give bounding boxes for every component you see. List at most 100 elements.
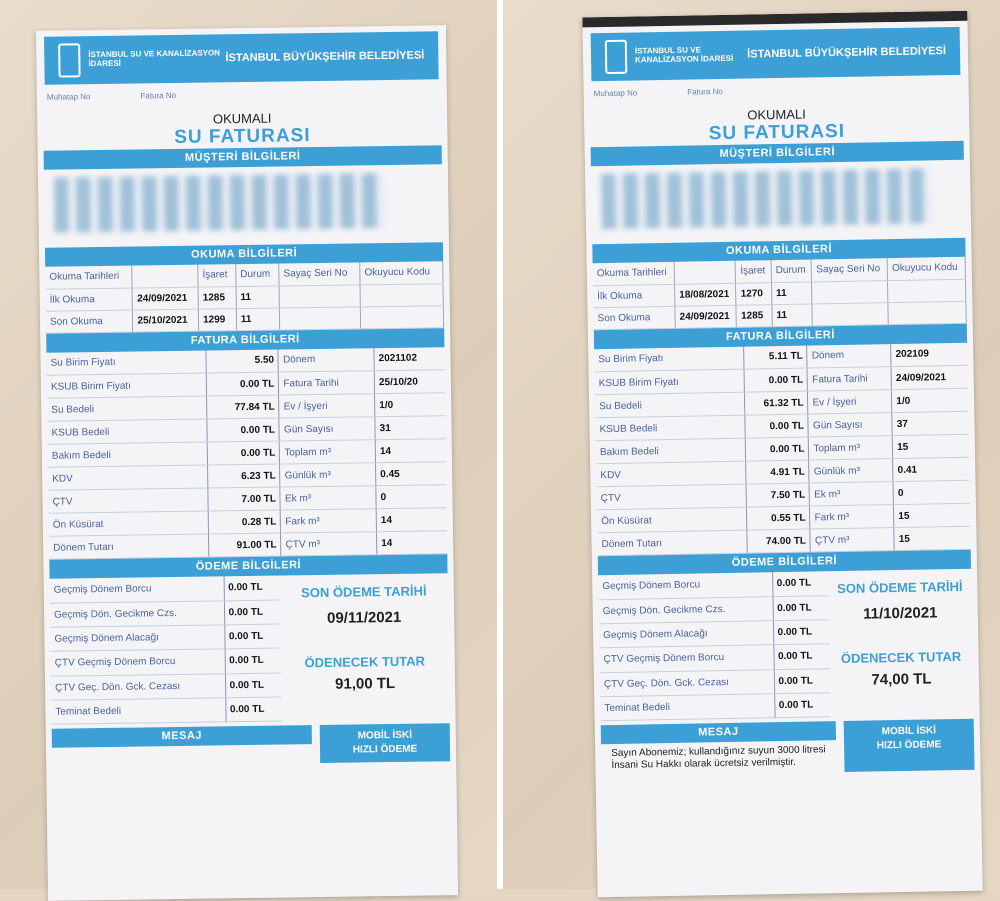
reading-cell: İlk Okuma	[593, 283, 675, 308]
invoice-value: 0.00 TL	[206, 441, 280, 466]
payment-value: 0.00 TL	[224, 648, 281, 674]
invoice-value-2: 31	[374, 415, 446, 440]
invoice-value-2: 15	[894, 526, 971, 551]
invoice-value: 7.00 TL	[207, 487, 281, 512]
invoice-value-2: 2021102	[373, 346, 445, 371]
ibb-name: İSTANBUL BÜYÜKŞEHİR BELEDİYESİ	[747, 45, 947, 61]
invoice-value-2: 0.45	[375, 461, 447, 486]
amount-due: 91,00 TL	[334, 674, 396, 693]
payment-value: 0.00 TL	[225, 696, 282, 722]
bottom-section: MESAJ Sayın Abonemiz; kullandığınız suyun…	[600, 718, 975, 777]
invoice-label: Ön Küsürat	[48, 511, 209, 537]
invoice-value-2: 15	[892, 434, 970, 459]
amount-due-label: ÖDENECEK TUTAR	[840, 648, 962, 667]
payment-value: 0.00 TL	[772, 619, 830, 645]
org-name: İSTANBUL SU VE KANALİZASYON İDARESİ	[634, 45, 734, 65]
invoice-value: 4.91 TL	[745, 460, 810, 485]
reading-cell	[811, 280, 889, 304]
customer-info-redacted	[591, 160, 965, 244]
invoice-label-2: Dönem	[278, 347, 375, 373]
reading-cell: 1270	[735, 282, 772, 305]
reading-cell: 11	[235, 285, 280, 309]
bill-header: İSTANBUL SU VE KANALİZASYON İDARESİ İSTA…	[44, 31, 439, 85]
reading-header	[674, 260, 736, 284]
bottom-section: MESAJ MOBİL İSKİ HIZLI ÖDEME	[51, 723, 451, 767]
reading-header: Okuma Tarihleri	[592, 261, 675, 286]
invoice-label: Su Bedeli	[47, 396, 207, 422]
invoice-value: 0.55 TL	[746, 506, 811, 531]
account-line: Muhatap No Fatura No	[37, 79, 447, 110]
reading-cell	[279, 284, 361, 308]
mobile-quick-pay-button[interactable]: MOBİL İSKİ HIZLI ÖDEME	[319, 723, 451, 764]
mobile-quick-pay-button[interactable]: MOBİL İSKİ HIZLI ÖDEME	[843, 718, 975, 772]
invoice-label: KDV	[48, 465, 208, 491]
payment-value: 0.00 TL	[224, 672, 282, 698]
muhatap-label: Muhatap No	[46, 92, 91, 102]
customer-info-redacted	[44, 164, 443, 248]
invoice-value-2: 1/0	[374, 392, 446, 417]
reading-cell: 11	[236, 307, 280, 331]
hizli-odeme-label: HIZLI ÖDEME	[352, 743, 418, 756]
payment-table: Geçmiş Dönem Borcu 0.00 TL Geçmiş Dön. Gec…	[49, 575, 282, 725]
payment-summary: SON ÖDEME TARİHİ 09/11/2021 ÖDENECEK TUTA…	[280, 573, 450, 721]
invoice-label-2: Gün Sayısı	[279, 416, 376, 442]
invoice-value-2: 25/10/20	[374, 369, 446, 394]
payment-label: Geçmiş Dönem Borcu	[49, 576, 224, 604]
payment-label: Geçmiş Dönem Borcu	[598, 572, 773, 600]
invoice-label: Bakım Bedeli	[47, 442, 208, 468]
invoice-value-2: 0	[375, 484, 447, 509]
invoice-value: 7.50 TL	[745, 483, 810, 508]
water-bill-right: İSTANBUL SU VE KANALİZASYON İDARESİ İSTA…	[582, 10, 983, 898]
reading-cell	[279, 306, 361, 330]
invoice-value: 0.00 TL	[744, 414, 809, 439]
payment-row: Geçmiş Dön. Gecikme Czs. 0.00 TL	[49, 599, 281, 628]
invoice-value-2: 24/09/2021	[891, 365, 968, 390]
invoice-value: 0.00 TL	[744, 437, 810, 462]
invoice-value-2: 0	[893, 480, 970, 505]
invoice-table: Su Birim Fiyatı 5.50 Dönem 2021102 KSUB …	[46, 346, 448, 560]
water-bill-left: İSTANBUL SU VE KANALİZASYON İDARESİ İSTA…	[35, 25, 459, 901]
reading-header: İşaret	[197, 264, 236, 287]
payment-value: 0.00 TL	[224, 624, 281, 650]
invoice-value: 77.84 TL	[206, 395, 280, 420]
invoice-value-2: 14	[375, 438, 447, 463]
invoice-value-2: 1/0	[891, 388, 969, 413]
invoice-label: ÇTV	[596, 484, 747, 510]
reading-cell	[360, 283, 444, 307]
invoice-label-2: ÇTV m³	[810, 527, 895, 553]
muhatap-label: Muhatap No	[593, 88, 638, 99]
invoice-label: KSUB Bedeli	[47, 419, 207, 445]
payment-summary: SON ÖDEME TARİHİ 11/10/2021 ÖDENECEK TUTA…	[828, 569, 974, 717]
invoice-label-2: Ev / İşyeri	[279, 393, 375, 419]
payment-label: Geçmiş Dön. Gecikme Czs.	[598, 596, 773, 624]
reading-header: Sayaç Seri No	[278, 262, 361, 286]
invoice-label-2: Fatura Tarihi	[278, 370, 375, 396]
invoice-label-2: Günlük m³	[279, 462, 376, 488]
bill-header: İSTANBUL SU VE KANALİZASYON İDARESİ İSTA…	[590, 26, 961, 82]
reading-cell: 1299	[198, 308, 237, 331]
payment-label: Geçmiş Dönem Alacağı	[598, 620, 774, 648]
payment-label: Geçmiş Dön. Gecikme Czs.	[49, 600, 225, 628]
invoice-value: 5.50	[205, 349, 279, 374]
reading-cell: İlk Okuma	[45, 287, 133, 311]
reading-cell	[887, 278, 966, 303]
payment-row: Teminat Bedeli 0.00 TL	[51, 696, 282, 725]
reading-header: Okuyucu Kodu	[359, 261, 444, 285]
payment-table: Geçmiş Dönem Borcu 0.00 TL Geçmiş Dön. Gec…	[598, 571, 831, 721]
reading-cell	[812, 302, 889, 326]
iski-logo	[604, 39, 628, 75]
payment-label: Teminat Bedeli	[600, 693, 775, 721]
reading-cell: 1285	[736, 304, 773, 327]
invoice-label-2: Toplam m³	[279, 439, 376, 465]
reading-cell: 11	[771, 303, 813, 327]
iski-logo	[58, 43, 81, 78]
invoice-value: 61.32 TL	[744, 391, 809, 416]
invoice-label-2: Günlük m³	[809, 458, 894, 484]
message-box: MESAJ Sayın Abonemiz; kullandığınız suyun…	[600, 721, 837, 776]
payment-value: 0.00 TL	[773, 643, 830, 670]
payment-label: ÇTV Geçmiş Dönem Borcu	[50, 649, 225, 676]
invoice-label: ÇTV	[48, 488, 208, 514]
invoice-label-2: Fark m³	[280, 508, 377, 534]
reading-cell: 25/10/2021	[132, 308, 199, 332]
reading-header: Okuyucu Kodu	[887, 256, 966, 281]
